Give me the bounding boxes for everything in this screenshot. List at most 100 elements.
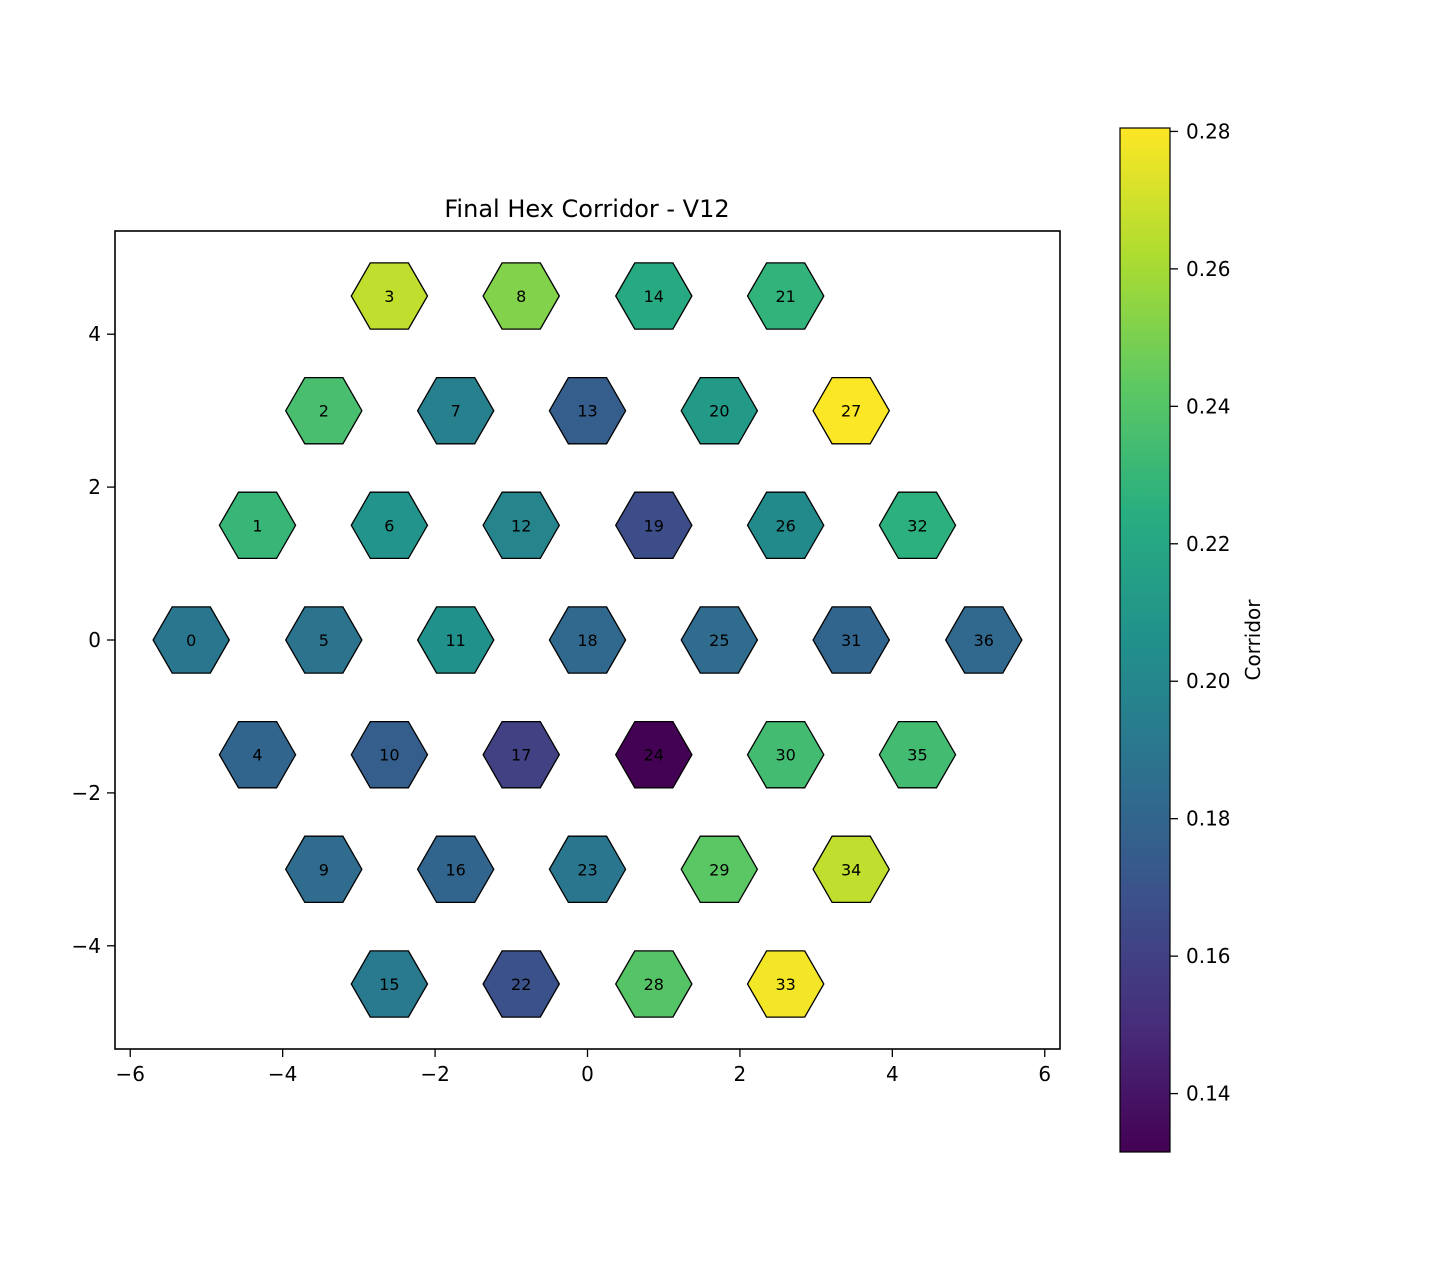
- hex-cell-2: [284, 376, 363, 445]
- hex-cell-label: 34: [841, 860, 861, 879]
- hex-cell-1: [218, 491, 297, 560]
- hex-cell-label: 2: [319, 402, 329, 421]
- hex-cell-29: [680, 835, 759, 904]
- hex-cell-12: [482, 491, 561, 560]
- hex-cell-24: [614, 720, 693, 789]
- hex-cell-label: 36: [974, 631, 994, 650]
- hex-cell-label: 28: [644, 975, 664, 994]
- hex-cell-label: 21: [775, 287, 795, 306]
- colorbar-label: Corridor: [1241, 599, 1265, 681]
- hex-cell-34: [812, 835, 891, 904]
- hex-cell-label: 25: [709, 631, 729, 650]
- hex-cell-30: [746, 720, 825, 789]
- hex-cell-20: [680, 376, 759, 445]
- x-tick-label: −4: [268, 1062, 297, 1086]
- y-tick-label: 4: [88, 322, 101, 346]
- colorbar-tick-label: 0.22: [1186, 532, 1231, 556]
- hex-cell-label: 24: [644, 746, 664, 765]
- hex-cell-label: 4: [252, 746, 262, 765]
- x-tick-label: 2: [734, 1062, 747, 1086]
- hex-cell-label: 30: [775, 746, 795, 765]
- hex-cell-label: 3: [384, 287, 394, 306]
- hex-cell-35: [878, 720, 957, 789]
- hex-cell-7: [416, 376, 495, 445]
- hex-cell-16: [416, 835, 495, 904]
- hex-cell-31: [812, 606, 891, 674]
- hex-cell-label: 16: [445, 860, 465, 879]
- hex-cell-label: 7: [451, 402, 461, 421]
- hex-cell-25: [680, 606, 759, 674]
- hex-cell-label: 0: [186, 631, 196, 650]
- hex-cell-36: [944, 606, 1023, 674]
- colorbar-tick-label: 0.14: [1186, 1082, 1231, 1106]
- hex-cell-32: [878, 491, 957, 560]
- x-tick-label: 4: [886, 1062, 899, 1086]
- hex-cell-label: 12: [511, 516, 531, 535]
- hex-cell-15: [350, 950, 429, 1018]
- hex-cell-23: [548, 835, 627, 904]
- hex-cell-label: 13: [577, 402, 597, 421]
- hex-cell-label: 19: [644, 516, 664, 535]
- hex-cell-label: 22: [511, 975, 531, 994]
- hex-cell-label: 23: [577, 860, 597, 879]
- hex-cell-label: 6: [384, 516, 394, 535]
- hex-cell-label: 33: [775, 975, 795, 994]
- chart-title: Final Hex Corridor - V12: [444, 195, 729, 223]
- y-tick-label: 0: [88, 628, 101, 652]
- colorbar-ticks: 0.14 0.16 0.18 0.20 0.22 0.24 0.26 0.28: [1170, 119, 1231, 1106]
- y-tick-label: −2: [72, 781, 101, 805]
- hex-cell-label: 8: [516, 287, 526, 306]
- hex-cell-3: [350, 262, 429, 330]
- hex-cell-label: 14: [644, 287, 664, 306]
- hex-cell-0: [152, 606, 231, 674]
- x-tick-label: −2: [420, 1062, 449, 1086]
- hex-cell-label: 20: [709, 402, 729, 421]
- x-tick-label: 0: [581, 1062, 594, 1086]
- hex-cell-11: [416, 606, 495, 674]
- hex-cell-4: [218, 720, 297, 789]
- hex-cell-26: [746, 491, 825, 560]
- hex-cell-18: [548, 606, 627, 674]
- hex-cell-17: [482, 720, 561, 789]
- hex-cell-14: [614, 262, 693, 330]
- hex-cell-21: [746, 262, 825, 330]
- hex-cell-9: [284, 835, 363, 904]
- hex-cell-label: 32: [907, 516, 927, 535]
- hex-cell-label: 29: [709, 860, 729, 879]
- hex-cell-label: 27: [841, 402, 861, 421]
- hex-cell-label: 17: [511, 746, 531, 765]
- hex-cell-27: [812, 376, 891, 445]
- colorbar-gradient: [1119, 127, 1171, 1153]
- hex-cell-label: 11: [445, 631, 465, 650]
- hex-cell-label: 5: [319, 631, 329, 650]
- colorbar-tick-label: 0.16: [1186, 944, 1231, 968]
- hex-cell-13: [548, 376, 627, 445]
- colorbar-tick-label: 0.26: [1186, 257, 1231, 281]
- hex-cell-label: 18: [577, 631, 597, 650]
- hex-cell-label: 26: [775, 516, 795, 535]
- hex-cell-8: [482, 262, 561, 330]
- hex-cell-label: 1: [252, 516, 262, 535]
- colorbar-tick-label: 0.28: [1186, 119, 1231, 143]
- y-axis: −4 −2 0 2 4: [72, 322, 115, 958]
- hex-cell-label: 31: [841, 631, 861, 650]
- colorbar-tick-label: 0.20: [1186, 669, 1231, 693]
- hex-cell-33: [746, 950, 825, 1018]
- hex-cell-label: 10: [379, 746, 399, 765]
- hex-cells: 0123456789101112131415161718192021222324…: [152, 262, 1023, 1018]
- colorbar-tick-label: 0.18: [1186, 807, 1231, 831]
- hex-cell-label: 35: [907, 746, 927, 765]
- x-tick-label: 6: [1038, 1062, 1051, 1086]
- y-tick-label: −4: [72, 934, 101, 958]
- hex-cell-28: [614, 950, 693, 1018]
- hex-cell-label: 15: [379, 975, 399, 994]
- x-axis: −6 −4 −2 0 2 4 6: [115, 1049, 1051, 1086]
- colorbar-tick-label: 0.24: [1186, 394, 1231, 418]
- y-tick-label: 2: [88, 475, 101, 499]
- hex-cell-5: [284, 606, 363, 674]
- hex-cell-19: [614, 491, 693, 560]
- colorbar: 0.14 0.16 0.18 0.20 0.22 0.24 0.26 0.28 Corrido…: [1119, 119, 1265, 1153]
- hex-cell-label: 9: [319, 860, 329, 879]
- x-tick-label: −6: [115, 1062, 144, 1086]
